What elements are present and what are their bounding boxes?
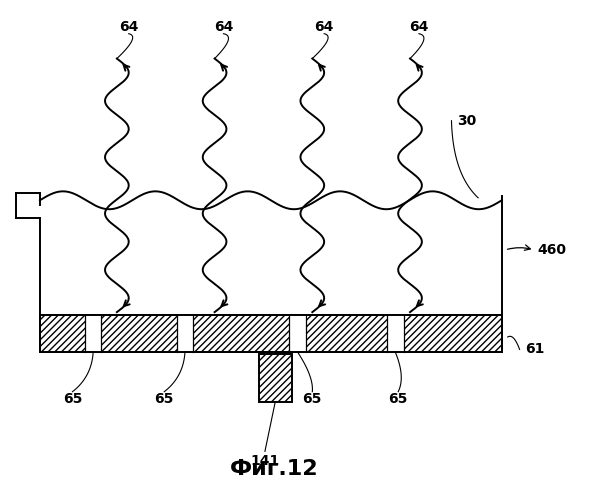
Bar <box>177 314 193 352</box>
Text: 64: 64 <box>315 20 334 34</box>
Bar <box>259 354 292 402</box>
Bar <box>387 314 403 352</box>
Text: 460: 460 <box>537 243 566 257</box>
Text: 64: 64 <box>214 20 233 34</box>
Text: 61: 61 <box>525 342 545 356</box>
Text: 30: 30 <box>458 114 477 128</box>
Text: 65: 65 <box>303 392 322 406</box>
Text: 64: 64 <box>119 20 139 34</box>
Text: 65: 65 <box>62 392 82 406</box>
Bar <box>40 314 502 352</box>
Text: 141: 141 <box>250 454 280 468</box>
Bar <box>85 314 102 352</box>
Text: 65: 65 <box>389 392 408 406</box>
Text: 65: 65 <box>155 392 174 406</box>
Text: 64: 64 <box>409 20 428 34</box>
Text: Фиг.12: Фиг.12 <box>230 458 318 478</box>
Bar <box>289 314 306 352</box>
